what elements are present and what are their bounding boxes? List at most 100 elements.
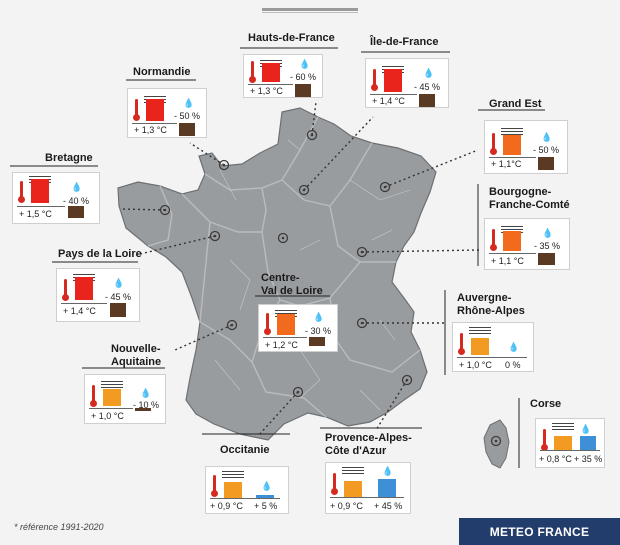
baseline — [89, 408, 133, 409]
raindrop-icon: 💧 — [183, 98, 195, 108]
baseline — [248, 84, 293, 85]
rain-value: + 45 % — [374, 501, 403, 511]
region-name-normandie: Normandie — [133, 66, 191, 78]
temp-value: + 1,0 °C — [459, 360, 492, 370]
rain-value: - 30 % — [305, 326, 332, 336]
temperature-bar — [503, 231, 521, 251]
temp-value: + 0,8 °C — [539, 454, 572, 464]
rain-bar — [538, 253, 555, 265]
rain-bar — [256, 495, 274, 498]
temperature-bar — [344, 481, 362, 497]
temperature-bar — [31, 179, 49, 203]
temperature-bar — [554, 436, 572, 450]
thermometer-icon — [18, 181, 25, 203]
temperature-bar — [471, 338, 489, 355]
corsica-shape — [483, 419, 510, 469]
card-ile-de-france: 💧 - 45 % + 1,4 °C — [365, 58, 449, 108]
rain-value: - 60 % — [290, 72, 317, 82]
temp-value: + 1,3 °C — [134, 125, 167, 135]
rain-value: + 5 % — [254, 501, 278, 511]
baseline — [132, 123, 177, 124]
raindrop-icon: 💧 — [261, 481, 273, 491]
reference-lines — [101, 381, 123, 393]
rain-value: - 50 % — [533, 145, 560, 155]
thermometer-icon — [133, 99, 140, 121]
temp-value: + 1,4 °C — [372, 96, 405, 106]
rain-value: - 45 % — [105, 292, 132, 302]
baseline — [489, 253, 536, 254]
temperature-bar — [75, 277, 93, 300]
raindrop-icon: 💧 — [113, 278, 125, 288]
card-nouvelle-aquitaine: 💧 - 10 % + 1,0 °C — [84, 374, 166, 424]
card-centre-val-de-loire: 💧 - 30 % + 1,2 °C — [258, 304, 338, 352]
reference-footnote: * référence 1991-2020 — [14, 522, 104, 532]
rain-value: - 45 % — [414, 82, 441, 92]
thermometer-icon — [541, 429, 548, 451]
temp-value: + 1,2 °C — [265, 340, 298, 350]
baseline — [61, 303, 107, 304]
raindrop-icon: 💧 — [313, 312, 325, 322]
rain-bar — [68, 206, 84, 218]
temp-value: + 0,9 °C — [210, 501, 243, 511]
reference-lines — [342, 467, 364, 479]
rain-value: 0 % — [505, 360, 521, 370]
leader-lines — [121, 101, 481, 437]
baseline — [263, 337, 307, 338]
temp-value: + 1,0 °C — [91, 411, 124, 421]
card-normandie: 💧 - 50 % + 1,3 °C — [127, 88, 207, 138]
region-name-ile-de-france: Île-de-France — [370, 36, 439, 48]
raindrop-icon: 💧 — [423, 68, 435, 78]
temperature-bar — [503, 135, 521, 155]
region-name-occitanie: Occitanie — [220, 444, 270, 456]
baseline — [540, 450, 600, 451]
rain-value: - 10 % — [133, 400, 160, 410]
card-bretagne: 💧 - 40 % + 1,5 °C — [12, 172, 100, 224]
thermometer-icon — [264, 313, 271, 335]
card-hauts-de-france: 💧 - 60 % + 1,3 °C — [243, 54, 323, 98]
temperature-bar — [146, 99, 164, 121]
card-provence-alpes-cote-dazur: 💧 + 0,9 °C + 45 % — [325, 462, 411, 514]
thermometer-icon — [490, 133, 497, 155]
baseline — [210, 498, 280, 499]
rain-value: + 35 % — [574, 454, 603, 464]
thermometer-icon — [331, 473, 338, 495]
card-bourgogne-franche-comte: 💧 - 35 % + 1,1 °C — [484, 218, 570, 270]
rain-bar — [309, 337, 325, 346]
baseline — [17, 206, 65, 207]
temperature-bar — [103, 389, 121, 406]
baseline — [330, 497, 404, 498]
city-markers — [159, 129, 502, 447]
baseline — [457, 357, 527, 358]
card-occitanie: 💧 + 0,9 °C + 5 % — [205, 466, 289, 514]
temp-value: + 0,9 °C — [330, 501, 363, 511]
temperature-bar — [262, 63, 280, 82]
rain-value: - 35 % — [534, 241, 561, 251]
temp-value: + 1,1 °C — [491, 256, 524, 266]
card-grand-est: 💧 - 50 % + 1,1°C — [484, 120, 568, 174]
raindrop-icon: 💧 — [382, 466, 394, 476]
raindrop-icon: 💧 — [508, 342, 520, 352]
baseline — [370, 94, 417, 95]
region-name-bretagne: Bretagne — [45, 152, 93, 164]
region-name-pays-de-la-loire: Pays de la Loire — [58, 248, 142, 260]
temp-value: + 1,4 °C — [63, 306, 96, 316]
meteo-france-logo: METEO FRANCE — [459, 518, 620, 545]
city-marker-dots — [163, 133, 498, 443]
region-name-nouvelle-aquitaine: Nouvelle- Aquitaine — [111, 343, 162, 368]
thermometer-icon — [458, 333, 465, 355]
department-borders — [214, 139, 411, 411]
thermometer-icon — [371, 69, 378, 91]
reference-lines — [552, 423, 574, 435]
card-corse: 💧 + 0,8 °C + 35 % — [535, 418, 605, 468]
rain-bar — [538, 157, 554, 170]
raindrop-icon: 💧 — [541, 132, 553, 142]
temperature-bar — [277, 314, 295, 335]
region-name-bourgogne-franche-comte: Bourgogne- Franche-Comté — [489, 186, 570, 211]
reference-lines — [469, 327, 491, 339]
rain-bar — [419, 94, 435, 107]
temp-value: + 1,3 °C — [250, 86, 283, 96]
temp-value: + 1,5 °C — [19, 209, 52, 219]
raindrop-icon: 💧 — [580, 424, 592, 434]
region-name-grand-est: Grand Est — [489, 98, 542, 110]
